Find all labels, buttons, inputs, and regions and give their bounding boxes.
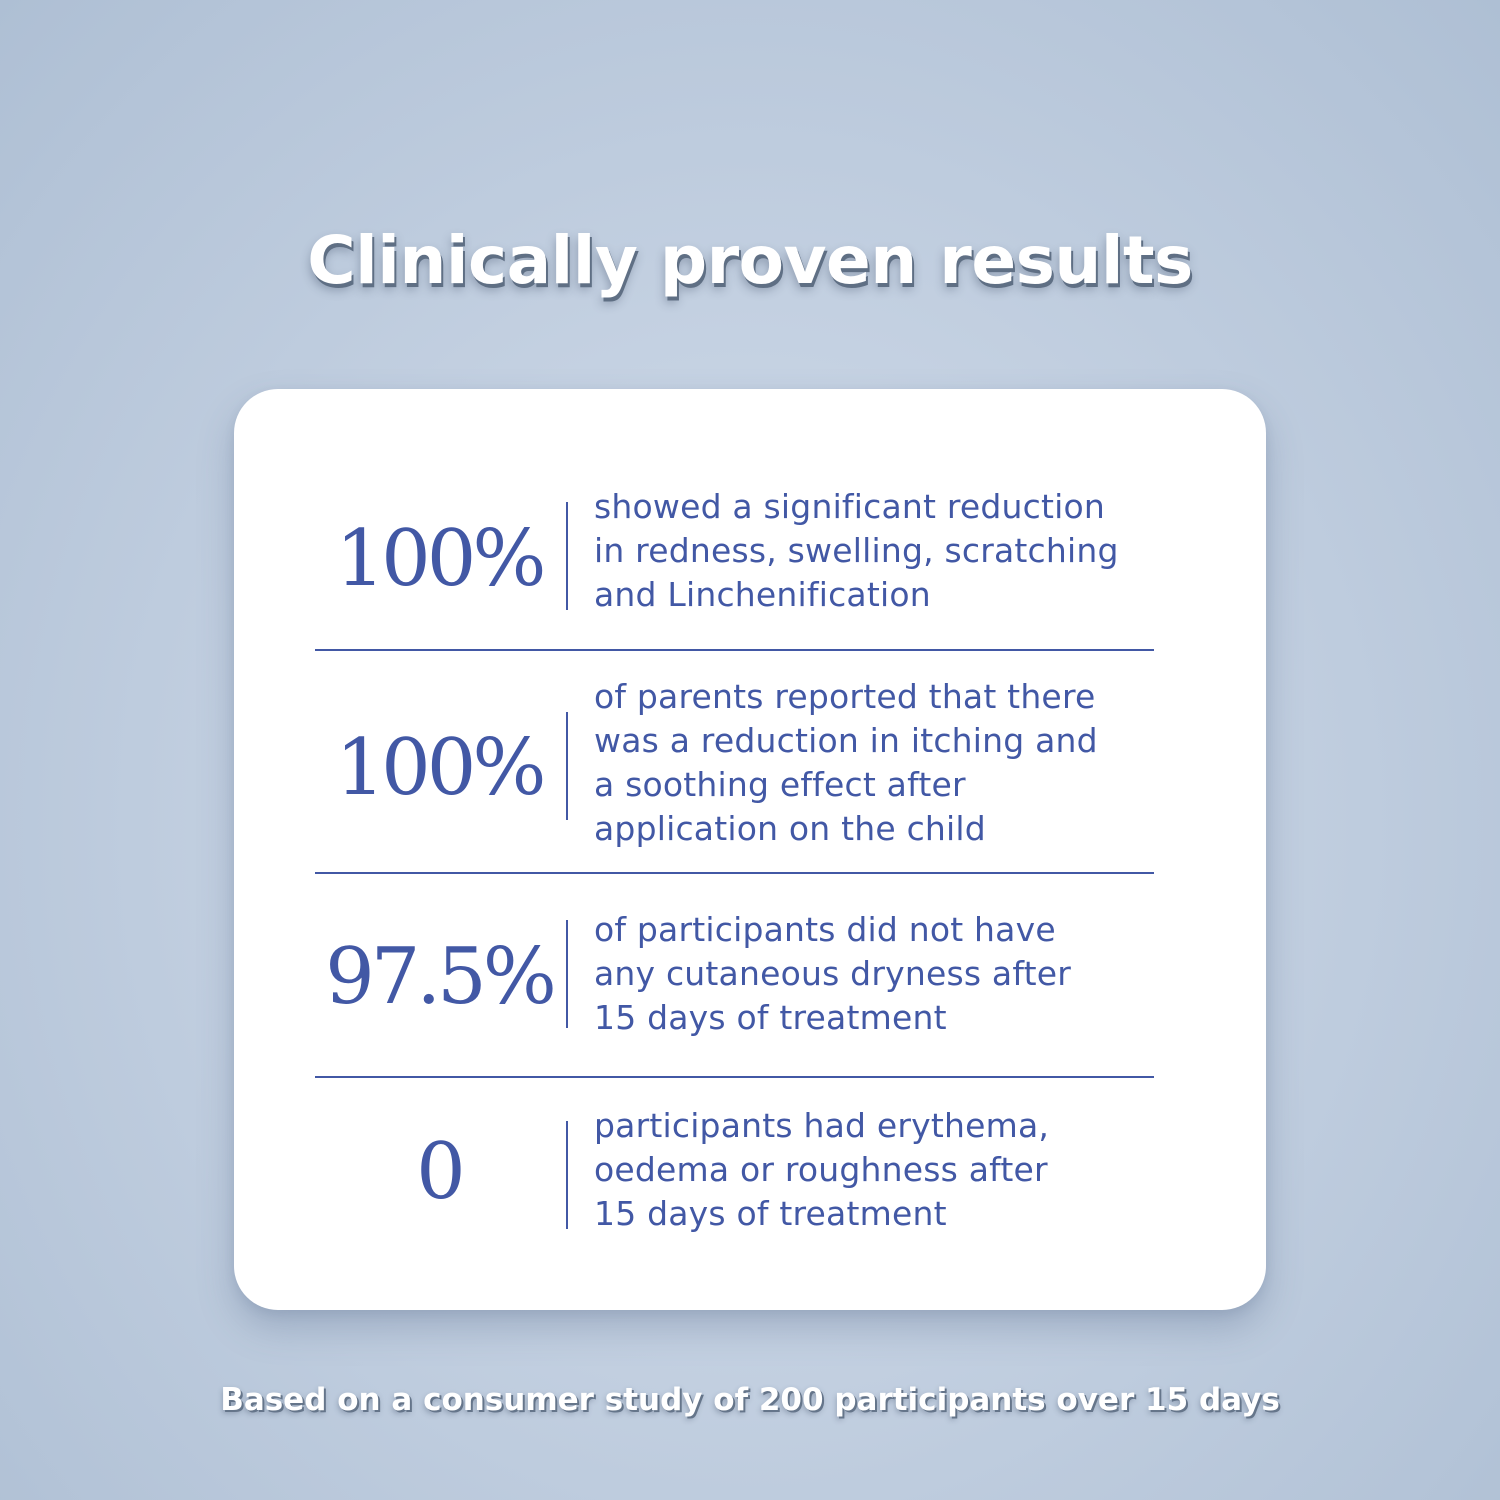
row-separator [315, 1076, 1154, 1078]
row-separator [315, 872, 1154, 874]
stat-description: of participants did not have any cutaneo… [594, 910, 1071, 1037]
stat-divider [566, 502, 568, 610]
page-title: Clinically proven results [307, 222, 1193, 299]
footnote: Based on a consumer study of 200 partici… [220, 1382, 1280, 1418]
stat-description: showed a significant reduction in rednes… [594, 487, 1119, 614]
row-separator [315, 649, 1154, 651]
stat-value: 100% [335, 723, 547, 813]
stat-value: 97.5% [325, 932, 557, 1022]
stat-divider [566, 1121, 568, 1229]
stat-description: participants had erythema, oedema or rou… [594, 1106, 1050, 1233]
stat-value: 100% [335, 514, 547, 604]
stat-divider [566, 920, 568, 1028]
results-card: 100% showed a significant reduction in r… [234, 389, 1266, 1310]
stat-value: 0 [416, 1127, 466, 1217]
stat-divider [566, 712, 568, 820]
stat-description: of parents reported that there was a red… [594, 677, 1098, 848]
